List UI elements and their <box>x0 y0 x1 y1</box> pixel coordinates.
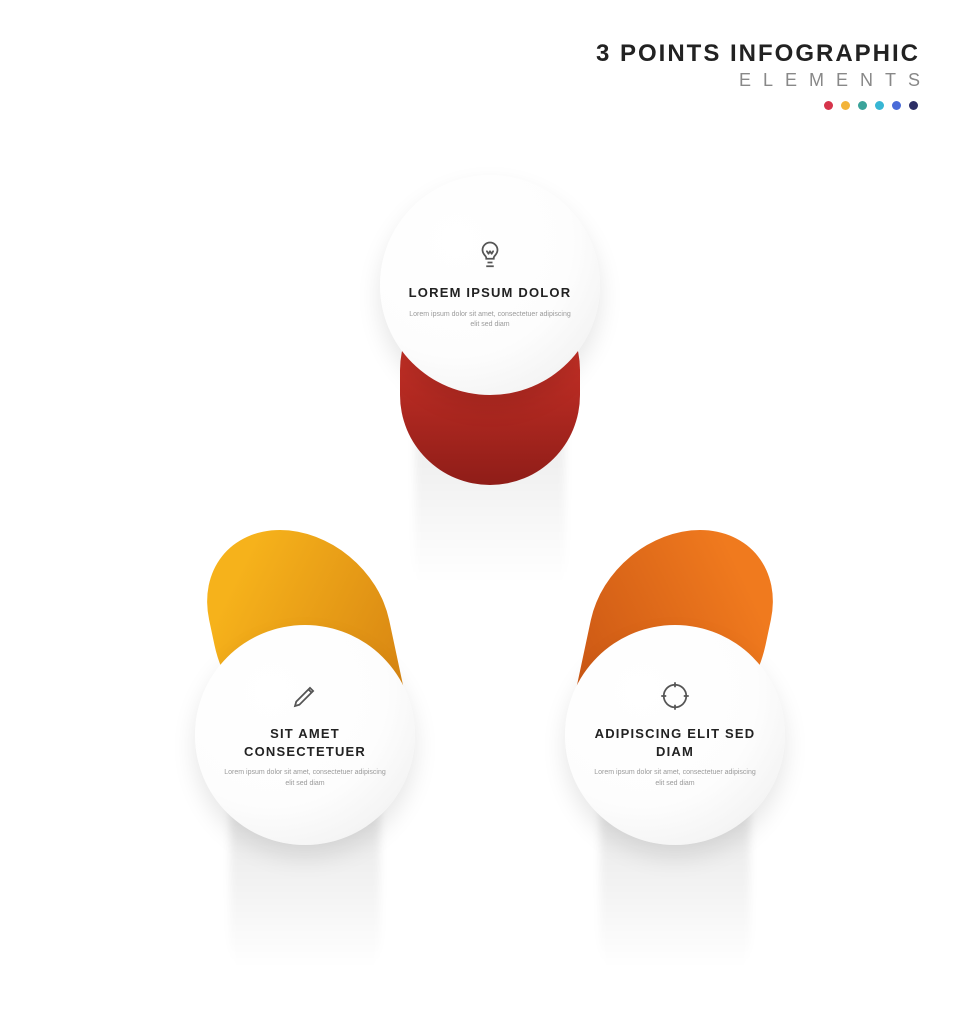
pillar-left-text: Lorem ipsum dolor sit amet, consectetuer… <box>223 768 387 788</box>
pillar-left-title: SIT AMET CONSECTETUER <box>223 725 387 760</box>
pillar-right-title: ADIPISCING ELIT SED DIAM <box>593 725 757 760</box>
lightbulb-icon <box>475 240 505 270</box>
pillar-top-title: LOREM IPSUM DOLOR <box>409 284 572 302</box>
stage: LOREM IPSUM DOLOR Lorem ipsum dolor sit … <box>0 0 980 980</box>
pillar-right-disc: ADIPISCING ELIT SED DIAM Lorem ipsum dol… <box>565 625 785 845</box>
pillar-top-disc: LOREM IPSUM DOLOR Lorem ipsum dolor sit … <box>380 175 600 395</box>
pillar-top-text: Lorem ipsum dolor sit amet, consectetuer… <box>408 310 572 330</box>
pencil-icon <box>290 681 320 711</box>
target-icon <box>660 681 690 711</box>
pillar-left-disc: SIT AMET CONSECTETUER Lorem ipsum dolor … <box>195 625 415 845</box>
pillar-right-text: Lorem ipsum dolor sit amet, consectetuer… <box>593 768 757 788</box>
